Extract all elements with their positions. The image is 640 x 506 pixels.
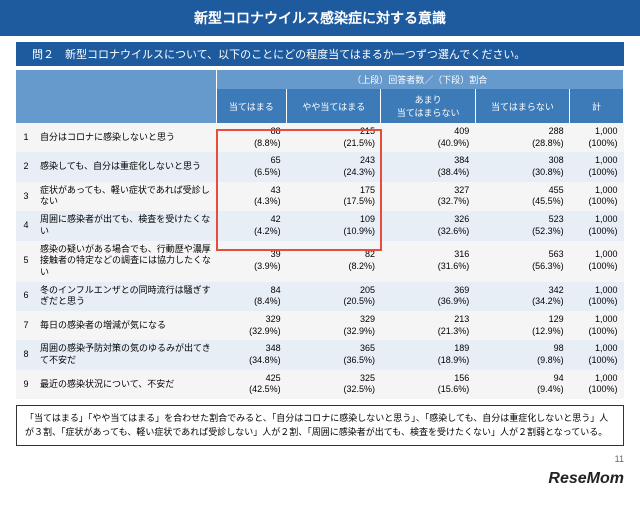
- row-label: 感染の疑いがある場合でも、行動歴や濃厚接触者の特定などの調査には協力したくない: [36, 241, 216, 282]
- table-row: 4周囲に感染者が出ても、検査を受けたくない42(4.2%)109(10.9%)3…: [16, 211, 624, 240]
- cell: 84(8.4%): [216, 282, 287, 311]
- cell: 327(32.7%): [381, 182, 475, 211]
- cell: 205(20.5%): [287, 282, 381, 311]
- cell: 1,000(100%): [570, 311, 624, 340]
- cell: 563(56.3%): [475, 241, 569, 282]
- table-row: 3症状があっても、軽い症状であれば受診しない43(4.3%)175(17.5%)…: [16, 182, 624, 211]
- cell: 1,000(100%): [570, 211, 624, 240]
- page-number: 11: [615, 454, 624, 464]
- cell: 1,000(100%): [570, 370, 624, 399]
- cell: 98(9.8%): [475, 340, 569, 369]
- header-note: （上段）回答者数／（下段）割合: [216, 70, 624, 89]
- table-row: 7毎日の感染者の増減が気になる329(32.9%)329(32.9%)213(2…: [16, 311, 624, 340]
- table-row: 9最近の感染状況について、不安だ425(42.5%)325(32.5%)156(…: [16, 370, 624, 399]
- cell: 243(24.3%): [287, 152, 381, 181]
- cell: 365(36.5%): [287, 340, 381, 369]
- cell: 1,000(100%): [570, 182, 624, 211]
- cell: 1,000(100%): [570, 340, 624, 369]
- cell: 329(32.9%): [287, 311, 381, 340]
- cell: 369(36.9%): [381, 282, 475, 311]
- cell: 39(3.9%): [216, 241, 287, 282]
- row-num: 5: [16, 241, 36, 282]
- cell: 308(30.8%): [475, 152, 569, 181]
- survey-table: （上段）回答者数／（下段）割合 当てはまる やや当てはまる あまり 当てはまらな…: [16, 70, 624, 399]
- table-container: （上段）回答者数／（下段）割合 当てはまる やや当てはまる あまり 当てはまらな…: [16, 70, 624, 399]
- cell: 1,000(100%): [570, 241, 624, 282]
- table-row: 8周囲の感染予防対策の気のゆるみが出てきて不安だ348(34.8%)365(36…: [16, 340, 624, 369]
- row-label: 最近の感染状況について、不安だ: [36, 370, 216, 399]
- row-num: 6: [16, 282, 36, 311]
- cell: 329(32.9%): [216, 311, 287, 340]
- row-label: 周囲に感染者が出ても、検査を受けたくない: [36, 211, 216, 240]
- cell: 109(10.9%): [287, 211, 381, 240]
- cell: 65(6.5%): [216, 152, 287, 181]
- table-row: 2感染しても、自分は重症化しないと思う65(6.5%)243(24.3%)384…: [16, 152, 624, 181]
- cell: 523(52.3%): [475, 211, 569, 240]
- cell: 1,000(100%): [570, 282, 624, 311]
- row-label: 冬のインフルエンザとの同時流行は騒ぎすぎだと思う: [36, 282, 216, 311]
- cell: 213(21.3%): [381, 311, 475, 340]
- col-2: やや当てはまる: [287, 89, 381, 123]
- row-num: 9: [16, 370, 36, 399]
- logo: ReseMom: [548, 470, 624, 487]
- cell: 316(31.6%): [381, 241, 475, 282]
- page-title: 新型コロナウイルス感染症に対する意識: [0, 0, 640, 36]
- cell: 409(40.9%): [381, 123, 475, 152]
- cell: 82(8.2%): [287, 241, 381, 282]
- row-label: 症状があっても、軽い症状であれば受診しない: [36, 182, 216, 211]
- row-num: 1: [16, 123, 36, 152]
- cell: 215(21.5%): [287, 123, 381, 152]
- cell: 325(32.5%): [287, 370, 381, 399]
- table-row: 5感染の疑いがある場合でも、行動歴や濃厚接触者の特定などの調査には協力したくない…: [16, 241, 624, 282]
- cell: 342(34.2%): [475, 282, 569, 311]
- row-num: 4: [16, 211, 36, 240]
- cell: 288(28.8%): [475, 123, 569, 152]
- col-5: 計: [570, 89, 624, 123]
- cell: 42(4.2%): [216, 211, 287, 240]
- row-num: 2: [16, 152, 36, 181]
- question-text: 問２ 新型コロナウイルスについて、以下のことにどの程度当てはまるか一つずつ選んで…: [16, 42, 624, 66]
- table-row: 6冬のインフルエンザとの同時流行は騒ぎすぎだと思う84(8.4%)205(20.…: [16, 282, 624, 311]
- cell: 94(9.4%): [475, 370, 569, 399]
- col-3: あまり 当てはまらない: [381, 89, 475, 123]
- row-label: 自分はコロナに感染しないと思う: [36, 123, 216, 152]
- cell: 348(34.8%): [216, 340, 287, 369]
- cell: 1,000(100%): [570, 123, 624, 152]
- row-label: 毎日の感染者の増減が気になる: [36, 311, 216, 340]
- cell: 175(17.5%): [287, 182, 381, 211]
- row-label: 周囲の感染予防対策の気のゆるみが出てきて不安だ: [36, 340, 216, 369]
- row-label: 感染しても、自分は重症化しないと思う: [36, 152, 216, 181]
- col-4: 当てはまらない: [475, 89, 569, 123]
- cell: 1,000(100%): [570, 152, 624, 181]
- cell: 43(4.3%): [216, 182, 287, 211]
- cell: 425(42.5%): [216, 370, 287, 399]
- row-num: 7: [16, 311, 36, 340]
- cell: 455(45.5%): [475, 182, 569, 211]
- cell: 326(32.6%): [381, 211, 475, 240]
- col-1: 当てはまる: [216, 89, 287, 123]
- row-num: 3: [16, 182, 36, 211]
- table-row: 1自分はコロナに感染しないと思う88(8.8%)215(21.5%)409(40…: [16, 123, 624, 152]
- cell: 129(12.9%): [475, 311, 569, 340]
- cell: 88(8.8%): [216, 123, 287, 152]
- cell: 156(15.6%): [381, 370, 475, 399]
- cell: 384(38.4%): [381, 152, 475, 181]
- row-num: 8: [16, 340, 36, 369]
- summary-text: 「当てはまる」「やや当てはまる」を合わせた割合でみると、「自分はコロナに感染しな…: [16, 405, 624, 446]
- cell: 189(18.9%): [381, 340, 475, 369]
